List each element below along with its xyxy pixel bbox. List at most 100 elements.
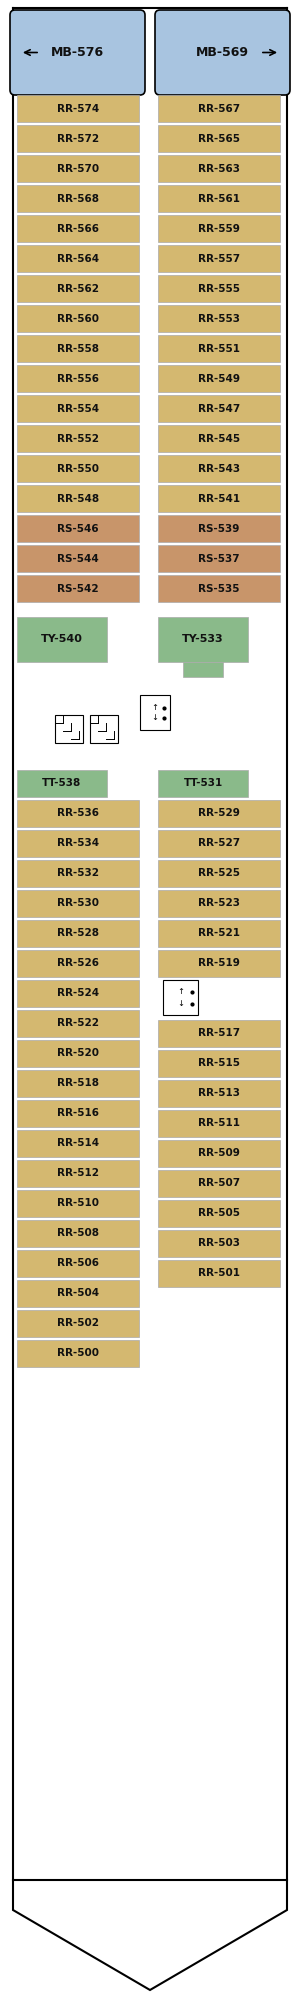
FancyBboxPatch shape: [158, 94, 280, 122]
FancyBboxPatch shape: [158, 1020, 280, 1048]
FancyBboxPatch shape: [17, 304, 139, 332]
FancyBboxPatch shape: [17, 1250, 139, 1278]
Text: RR-520: RR-520: [57, 1048, 99, 1058]
FancyBboxPatch shape: [17, 890, 139, 916]
Text: RS-537: RS-537: [198, 554, 240, 564]
Text: RS-539: RS-539: [198, 524, 240, 534]
FancyBboxPatch shape: [17, 124, 139, 152]
FancyBboxPatch shape: [158, 1050, 280, 1076]
FancyBboxPatch shape: [17, 156, 139, 182]
FancyBboxPatch shape: [17, 1130, 139, 1156]
Text: RR-554: RR-554: [57, 404, 99, 414]
FancyBboxPatch shape: [17, 980, 139, 1008]
FancyBboxPatch shape: [158, 304, 280, 332]
FancyBboxPatch shape: [55, 716, 83, 742]
Text: RR-505: RR-505: [198, 1208, 240, 1218]
FancyBboxPatch shape: [158, 214, 280, 242]
FancyBboxPatch shape: [17, 364, 139, 392]
FancyBboxPatch shape: [17, 456, 139, 482]
Text: RR-545: RR-545: [198, 434, 240, 444]
FancyBboxPatch shape: [158, 950, 280, 976]
Text: RR-523: RR-523: [198, 898, 240, 908]
Text: RS-535: RS-535: [198, 584, 240, 594]
FancyBboxPatch shape: [158, 830, 280, 856]
FancyBboxPatch shape: [158, 364, 280, 392]
Text: RR-503: RR-503: [198, 1238, 240, 1248]
FancyBboxPatch shape: [17, 1040, 139, 1068]
FancyBboxPatch shape: [158, 1200, 280, 1226]
Bar: [183, 662, 223, 676]
Text: TY-533: TY-533: [182, 634, 224, 644]
FancyBboxPatch shape: [17, 1190, 139, 1216]
Text: RR-565: RR-565: [198, 134, 240, 144]
FancyBboxPatch shape: [17, 186, 139, 212]
Text: RS-542: RS-542: [57, 584, 99, 594]
Text: RR-507: RR-507: [198, 1178, 240, 1188]
FancyBboxPatch shape: [17, 214, 139, 242]
Text: RR-509: RR-509: [198, 1148, 240, 1158]
Text: RR-564: RR-564: [57, 254, 99, 264]
FancyBboxPatch shape: [17, 830, 139, 856]
Text: RR-557: RR-557: [198, 254, 240, 264]
Text: RR-567: RR-567: [198, 104, 240, 114]
Text: RR-506: RR-506: [57, 1258, 99, 1268]
FancyBboxPatch shape: [17, 426, 139, 452]
Text: RR-501: RR-501: [198, 1268, 240, 1278]
Text: RR-563: RR-563: [198, 164, 240, 174]
FancyBboxPatch shape: [158, 860, 280, 888]
Text: RR-519: RR-519: [198, 958, 240, 968]
FancyBboxPatch shape: [17, 616, 107, 662]
FancyBboxPatch shape: [17, 514, 139, 542]
FancyBboxPatch shape: [158, 1080, 280, 1108]
FancyBboxPatch shape: [17, 800, 139, 828]
FancyBboxPatch shape: [158, 544, 280, 572]
Text: RR-502: RR-502: [57, 1318, 99, 1328]
Text: RR-522: RR-522: [57, 1018, 99, 1028]
Text: RR-512: RR-512: [57, 1168, 99, 1178]
FancyBboxPatch shape: [158, 890, 280, 916]
FancyBboxPatch shape: [17, 1220, 139, 1248]
Text: RR-508: RR-508: [57, 1228, 99, 1238]
Text: RR-500: RR-500: [57, 1348, 99, 1358]
Text: MB-569: MB-569: [196, 46, 249, 58]
FancyBboxPatch shape: [158, 156, 280, 182]
Text: RR-534: RR-534: [57, 838, 99, 848]
FancyBboxPatch shape: [17, 244, 139, 272]
Text: RR-530: RR-530: [57, 898, 99, 908]
FancyBboxPatch shape: [17, 484, 139, 512]
Text: RR-547: RR-547: [198, 404, 240, 414]
Text: RR-516: RR-516: [57, 1108, 99, 1118]
FancyBboxPatch shape: [158, 770, 248, 796]
Text: ↑: ↑: [177, 986, 184, 996]
FancyBboxPatch shape: [17, 1010, 139, 1036]
Text: TT-538: TT-538: [42, 778, 82, 788]
Text: MB-576: MB-576: [51, 46, 104, 58]
Text: RS-544: RS-544: [57, 554, 99, 564]
Text: RR-504: RR-504: [57, 1288, 99, 1298]
FancyBboxPatch shape: [158, 1230, 280, 1258]
Text: RR-548: RR-548: [57, 494, 99, 504]
FancyBboxPatch shape: [140, 696, 170, 730]
Text: ↓: ↓: [177, 998, 184, 1008]
FancyBboxPatch shape: [158, 514, 280, 542]
FancyBboxPatch shape: [158, 244, 280, 272]
FancyBboxPatch shape: [17, 396, 139, 422]
FancyBboxPatch shape: [158, 1260, 280, 1288]
FancyBboxPatch shape: [17, 274, 139, 302]
Text: RR-562: RR-562: [57, 284, 99, 294]
Text: RR-556: RR-556: [57, 374, 99, 384]
Text: RR-570: RR-570: [57, 164, 99, 174]
Text: RR-527: RR-527: [198, 838, 240, 848]
Text: RR-543: RR-543: [198, 464, 240, 474]
Text: RR-515: RR-515: [198, 1058, 240, 1068]
Text: RR-541: RR-541: [198, 494, 240, 504]
Text: RR-552: RR-552: [57, 434, 99, 444]
Text: RR-514: RR-514: [57, 1138, 99, 1148]
FancyBboxPatch shape: [158, 124, 280, 152]
Text: RR-550: RR-550: [57, 464, 99, 474]
FancyBboxPatch shape: [158, 484, 280, 512]
Text: RR-551: RR-551: [198, 344, 240, 354]
FancyBboxPatch shape: [17, 576, 139, 602]
FancyBboxPatch shape: [90, 716, 118, 742]
FancyBboxPatch shape: [17, 1160, 139, 1186]
